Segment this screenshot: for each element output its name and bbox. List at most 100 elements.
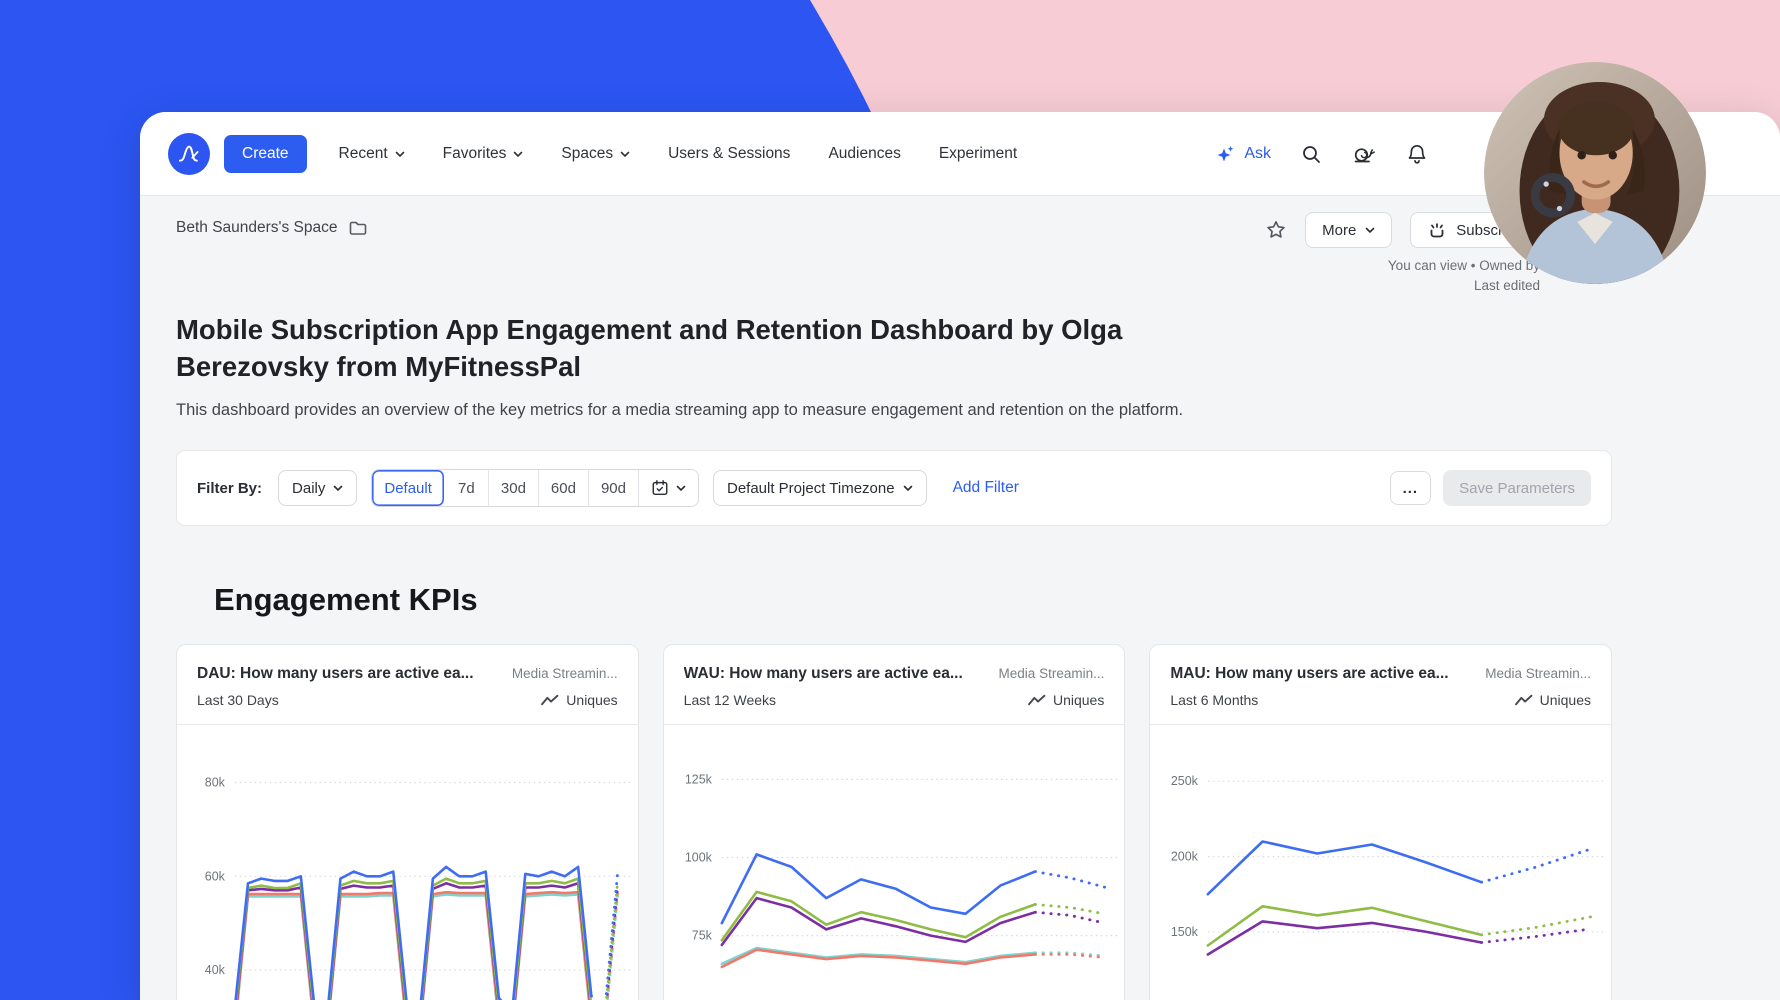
- chart-metric: Uniques: [1028, 692, 1104, 708]
- nav-item-favorites[interactable]: Favorites: [443, 145, 524, 163]
- ask-button[interactable]: Ask: [1216, 144, 1271, 164]
- sparkle-icon: [1217, 146, 1234, 162]
- filter-more-options-button[interactable]: ...: [1389, 471, 1432, 505]
- notifications-bell-icon[interactable]: [1406, 143, 1428, 165]
- svg-text:100k: 100k: [685, 850, 713, 864]
- create-button[interactable]: Create: [224, 134, 307, 173]
- chevron-down-icon: [620, 151, 630, 158]
- chart-range-label: Last 12 Weeks: [683, 692, 777, 708]
- segment-30d[interactable]: 30d: [488, 470, 539, 506]
- chevron-down-icon: [334, 485, 343, 491]
- chart-metric: Uniques: [541, 692, 618, 708]
- dashboard-body: Beth Saunders's Space More: [140, 196, 1780, 1000]
- page-title: Mobile Subscription App Engagement and R…: [176, 314, 1123, 382]
- filter-bar: Filter By: Daily Default 7d 30d 60d 90d: [176, 450, 1612, 526]
- breadcrumb-space-name: Beth Saunders's Space: [176, 219, 338, 236]
- wau-card: WAU: How many users are active ea... Med…: [662, 644, 1126, 1000]
- ask-label: Ask: [1244, 145, 1271, 162]
- favorite-star-icon[interactable]: [1265, 219, 1287, 241]
- permission-text: You can view • Owned by: [1387, 258, 1540, 273]
- chevron-down-icon: [514, 151, 523, 158]
- metric-label: Uniques: [566, 692, 618, 708]
- card-header: WAU: How many users are active ea... Med…: [663, 645, 1125, 725]
- subscribe-icon: [1430, 223, 1444, 238]
- main-menu: Recent Favorites Spaces Users & Sessions…: [339, 145, 1018, 163]
- svg-text:250k: 250k: [1171, 774, 1199, 788]
- calendar-icon: [652, 480, 668, 496]
- svg-text:40k: 40k: [205, 963, 226, 977]
- breadcrumb[interactable]: Beth Saunders's Space: [176, 218, 368, 238]
- more-label: More: [1322, 221, 1357, 239]
- snail-icon[interactable]: [1352, 142, 1376, 166]
- amplitude-logo[interactable]: [168, 132, 210, 175]
- interval-dropdown[interactable]: Daily: [278, 470, 358, 506]
- last-edited-text: Last edited: [1473, 278, 1540, 293]
- chart-metric: Uniques: [1514, 692, 1592, 708]
- nav-item-label: Spaces: [561, 144, 614, 162]
- line-chart-icon: [541, 694, 559, 706]
- chevron-down-icon: [395, 151, 404, 158]
- svg-text:125k: 125k: [685, 772, 713, 786]
- more-button[interactable]: More: [1305, 212, 1393, 248]
- nav-item-label: Users & Sessions: [668, 144, 791, 162]
- chevron-down-icon: [1365, 227, 1375, 233]
- chart-range-label: Last 6 Months: [1170, 692, 1259, 708]
- svg-text:60k: 60k: [205, 869, 226, 883]
- line-chart-icon: [1028, 694, 1046, 706]
- add-filter-link[interactable]: Add Filter: [952, 479, 1019, 496]
- nav-item-recent[interactable]: Recent: [339, 145, 405, 163]
- nav-item-audiences[interactable]: Audiences: [828, 145, 900, 163]
- interval-value: Daily: [292, 479, 326, 497]
- custom-date-picker[interactable]: [638, 470, 698, 506]
- chevron-down-icon: [676, 485, 686, 491]
- nav-item-users-sessions[interactable]: Users & Sessions: [668, 145, 790, 163]
- segment-default[interactable]: Default: [372, 470, 445, 506]
- chart-range-label: Last 30 Days: [197, 692, 279, 708]
- chart-title-link[interactable]: DAU: How many users are active ea...: [197, 665, 474, 682]
- segment-7d[interactable]: 7d: [444, 470, 489, 506]
- search-icon[interactable]: [1301, 144, 1322, 165]
- mau-line-chart[interactable]: 100k150k200k250k: [1150, 725, 1611, 1000]
- segment-90d[interactable]: 90d: [588, 470, 639, 506]
- svg-text:200k: 200k: [1171, 850, 1199, 864]
- wau-line-chart[interactable]: 50k75k100k125k: [664, 725, 1125, 1000]
- chevron-down-icon: [903, 485, 912, 491]
- nav-item-spaces[interactable]: Spaces: [561, 145, 630, 163]
- nav-item-label: Audiences: [828, 144, 901, 162]
- metric-label: Uniques: [1052, 692, 1105, 708]
- owner-avatar[interactable]: [1484, 62, 1706, 284]
- svg-text:75k: 75k: [691, 929, 712, 943]
- filter-by-label: Filter By:: [197, 479, 263, 497]
- app-window: Create Recent Favorites Spaces Users & S…: [140, 112, 1780, 1000]
- metric-label: Uniques: [1539, 692, 1592, 708]
- owner-portrait: [1484, 62, 1706, 284]
- nav-item-experiment[interactable]: Experiment: [939, 145, 1017, 163]
- section-heading: Engagement KPIs: [214, 582, 478, 617]
- amplitude-wave-icon: [178, 145, 199, 162]
- chart-source-label: Media Streamin...: [511, 666, 618, 681]
- svg-text:80k: 80k: [205, 775, 226, 789]
- segment-60d[interactable]: 60d: [538, 470, 589, 506]
- mau-card: MAU: How many users are active ea... Med…: [1149, 644, 1613, 1000]
- dau-card: DAU: How many users are active ea... Med…: [176, 644, 639, 1000]
- save-parameters-button[interactable]: Save Parameters: [1443, 470, 1591, 506]
- chart-source-label: Media Streamin...: [998, 666, 1105, 681]
- timezone-value: Default Project Timezone: [726, 479, 895, 497]
- nav-item-label: Experiment: [938, 144, 1018, 162]
- line-chart-icon: [1514, 694, 1533, 706]
- folder-icon: [349, 221, 366, 235]
- card-header: DAU: How many users are active ea... Med…: [177, 645, 638, 725]
- chart-title-link[interactable]: WAU: How many users are active ea...: [683, 665, 963, 682]
- nav-item-label: Recent: [338, 144, 388, 162]
- svg-text:150k: 150k: [1171, 925, 1199, 939]
- chart-title-link[interactable]: MAU: How many users are active ea...: [1170, 665, 1449, 682]
- timezone-dropdown[interactable]: Default Project Timezone: [712, 470, 927, 506]
- kpi-cards-row: DAU: How many users are active ea... Med…: [176, 644, 1613, 1000]
- dau-line-chart[interactable]: 40k 60k 80k: [177, 725, 638, 1000]
- nav-right-controls: Ask: [1216, 112, 1428, 196]
- chart-source-label: Media Streamin...: [1485, 666, 1592, 681]
- card-header: MAU: How many users are active ea... Med…: [1150, 645, 1612, 725]
- date-range-segments: Default 7d 30d 60d 90d: [371, 469, 699, 507]
- nav-item-label: Favorites: [442, 144, 507, 162]
